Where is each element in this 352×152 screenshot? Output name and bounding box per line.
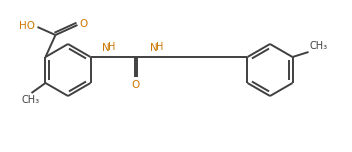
Text: H: H [156, 42, 163, 52]
Text: O: O [131, 80, 140, 90]
Text: N: N [102, 43, 109, 53]
Text: HO: HO [19, 21, 36, 31]
Text: O: O [80, 19, 88, 29]
Text: H: H [108, 42, 115, 52]
Text: CH₃: CH₃ [21, 95, 39, 105]
Text: N: N [150, 43, 157, 53]
Text: CH₃: CH₃ [309, 41, 328, 51]
